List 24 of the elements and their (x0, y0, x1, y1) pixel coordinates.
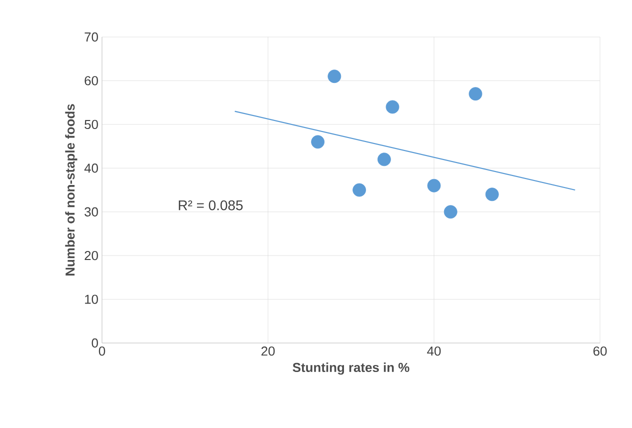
point (386, 100, 400, 114)
y-tick-label: 0 (92, 338, 98, 348)
y-tick-label: 10 (85, 294, 98, 304)
point (328, 70, 342, 84)
point (468, 87, 482, 101)
x-tick-label: 40 (427, 346, 441, 356)
point (378, 152, 391, 166)
y-tick-label: 50 (84, 120, 98, 130)
x-tick-label: 60 (593, 346, 607, 356)
annotation: R² = 0.085 (178, 200, 243, 210)
point (311, 135, 324, 149)
y-axis-title: Number of non-staple foods (65, 104, 78, 276)
point (427, 178, 441, 192)
y-tick-label: 60 (84, 76, 98, 86)
point (485, 188, 499, 202)
x-axis-title: Stunting rates in % (292, 362, 410, 375)
y-tick-label: 30 (84, 207, 98, 216)
y-tick-label: 20 (84, 250, 98, 260)
point (444, 205, 458, 219)
x-tick-label: 0 (98, 346, 106, 356)
x-tick-label: 20 (261, 346, 275, 356)
y-tick-label: 40 (84, 164, 98, 173)
y-tick-label: 70 (84, 32, 98, 42)
point (352, 183, 366, 197)
